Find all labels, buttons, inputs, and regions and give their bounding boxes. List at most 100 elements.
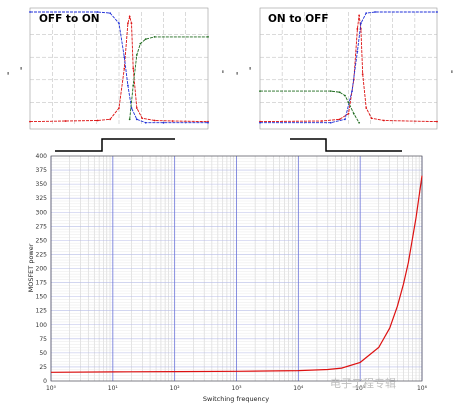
turn-on-red-point: [132, 67, 135, 70]
turn-on-red-point: [96, 119, 99, 122]
turn-off-blue-point: [436, 11, 438, 13]
turn-off-green-point: [338, 91, 341, 94]
turn-on-red-point: [153, 119, 156, 122]
turn-off-waveform-panel: ON to OFF ▬ ▬ ▬: [235, 7, 454, 130]
power-chart-series: [50, 175, 423, 373]
turn-on-green-point: [139, 42, 142, 45]
turn-on-blue-point: [144, 121, 147, 124]
x-tick-label: 10⁴: [293, 385, 304, 392]
turn-on-red-point: [64, 120, 67, 122]
turn-off-green-point: [347, 101, 350, 104]
turn-on-red-point: [123, 67, 126, 70]
turn-off-red-point: [370, 117, 373, 120]
power-chart-grid: [50, 155, 423, 382]
turn-off-red-point: [356, 28, 359, 30]
turn-on-gate-step-icon: [55, 138, 175, 152]
turn-on-red-point: [141, 117, 144, 120]
turn-on-red-point: [128, 15, 131, 18]
y-tick-label: 150: [36, 294, 48, 301]
turn-off-blue-point: [259, 121, 261, 124]
turn-off-gate-step-icon: [290, 138, 402, 152]
y-tick-label: 300: [36, 209, 48, 216]
turn-on-red-point: [127, 22, 129, 25]
turn-on-green-point: [128, 118, 131, 121]
turn-on-red-point: [130, 22, 133, 25]
power-chart-y-ticks: 0 25 50 75 100 125 150 175 200 225 250 275 300 325 350…: [36, 153, 48, 385]
y-tick-label: 325: [36, 195, 48, 202]
turn-on-grid: [30, 12, 208, 125]
turn-on-blue-point: [109, 12, 111, 15]
y-tick-label: 350: [36, 181, 48, 188]
turn-on-red-point: [118, 107, 120, 109]
turn-off-title: ON to OFF: [268, 13, 329, 25]
turn-on-red-point: [135, 107, 138, 109]
y-tick-label: 100: [36, 322, 48, 329]
turn-on-green-point: [153, 35, 156, 38]
y-tick-label: 200: [36, 266, 48, 273]
turn-off-left-axis-mark-blue: ▬: [248, 67, 252, 70]
power-vs-frequency-chart: 0 25 50 75 100 125 150 175 200 225 250 275 300 325 350…: [27, 153, 428, 403]
turn-off-red-point: [383, 119, 385, 122]
power-chart-x-ticks: 10⁰ 10¹ 10² 10³ 10⁴ 10⁵ 10⁶: [46, 385, 428, 392]
turn-on-red-point: [29, 120, 31, 123]
turn-off-grid: [260, 12, 437, 125]
y-tick-label: 175: [36, 280, 48, 287]
turn-off-blue-point: [359, 22, 362, 25]
y-tick-label: 50: [39, 350, 47, 357]
y-tick-label: 250: [36, 237, 48, 244]
turn-on-blue-point: [162, 121, 165, 124]
turn-on-left-axis-mark-red: ▬: [6, 72, 10, 75]
x-tick-label: 10⁰: [46, 385, 57, 392]
turn-off-red-point: [321, 120, 323, 122]
turn-off-right-axis-mark-green: ▬: [450, 70, 454, 73]
turn-on-blue-point: [96, 11, 99, 13]
turn-off-green-point: [259, 90, 261, 92]
turn-on-right-axis-mark-green: ▬: [221, 70, 225, 73]
power-chart-frame: [50, 155, 423, 382]
turn-on-green-point: [207, 35, 209, 38]
turn-off-green-point: [329, 90, 332, 92]
y-axis-label: MOSFET power: [27, 243, 35, 292]
turn-off-blue-point: [329, 121, 332, 124]
turn-off-series: [259, 11, 438, 124]
turn-off-blue-point: [374, 11, 376, 13]
turn-on-green-point: [135, 54, 138, 56]
turn-on-blue-point: [207, 121, 209, 124]
turn-off-red-point: [365, 107, 368, 109]
turn-off-green-point: [358, 121, 361, 124]
turn-off-blue-point: [351, 90, 353, 92]
turn-off-blue-point: [365, 12, 368, 15]
x-tick-label: 10²: [170, 385, 181, 392]
turn-off-red-point: [338, 118, 341, 121]
turn-off-red-point: [361, 73, 364, 76]
turn-on-red-point: [171, 120, 174, 122]
watermark-text: 电子工程专辑: [330, 376, 396, 390]
turn-on-green-point: [144, 38, 147, 41]
turn-on-series: [29, 11, 209, 124]
y-tick-label: 375: [36, 167, 48, 174]
turn-on-waveform-panel: OFF to ON ▬ ▬ ▬: [6, 7, 225, 130]
turn-on-title: OFF to ON: [39, 13, 100, 25]
turn-on-blue-point: [127, 84, 129, 87]
y-tick-label: 25: [39, 364, 47, 371]
x-tick-label: 10⁵: [355, 385, 366, 392]
turn-on-red-point: [109, 118, 111, 121]
x-tick-label: 10³: [231, 385, 242, 392]
turn-off-blue-point: [344, 118, 346, 121]
turn-on-left-axis-mark-blue: ▬: [19, 67, 23, 70]
y-tick-label: 125: [36, 308, 48, 315]
turn-off-blue-point: [356, 50, 359, 53]
turn-on-green-point: [132, 84, 135, 87]
turn-off-left-axis-mark-red: ▬: [235, 72, 239, 75]
y-tick-label: 275: [36, 223, 48, 230]
x-axis-label: Switching frequency: [203, 395, 269, 403]
y-tick-label: 75: [39, 336, 47, 343]
turn-on-blue-point: [118, 22, 120, 25]
turn-off-green-point: [352, 112, 355, 115]
turn-on-blue-point: [123, 56, 126, 59]
power-curve: [50, 175, 423, 373]
x-tick-label: 10⁶: [417, 385, 428, 392]
y-tick-label: 400: [36, 153, 48, 160]
y-tick-label: 0: [43, 378, 47, 385]
